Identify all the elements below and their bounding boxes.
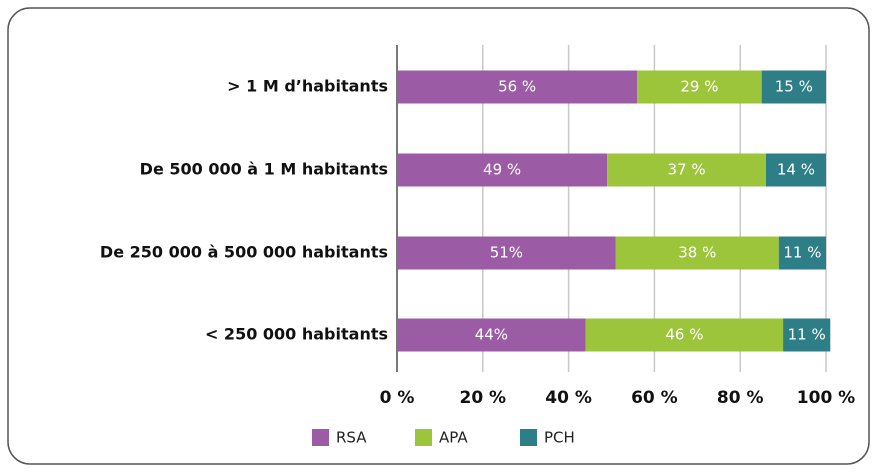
x-tick-label: 40 % — [545, 388, 592, 408]
legend-label: RSA — [336, 429, 367, 447]
value-label: 14 % — [777, 161, 815, 179]
bar-segment — [783, 318, 831, 352]
x-tick-label: 80 % — [717, 388, 764, 408]
value-label: 15 % — [775, 78, 813, 96]
x-tick-label: 0 % — [380, 388, 415, 408]
value-label: 51% — [490, 244, 523, 262]
bar-segment — [615, 236, 779, 270]
category-label: > 1 M d’habitants — [227, 77, 388, 96]
bar-segment — [761, 70, 826, 104]
legend-swatch — [415, 429, 432, 446]
bar-segment — [585, 318, 784, 352]
value-label: 44% — [475, 326, 508, 344]
category-label: De 250 000 à 500 000 habitants — [100, 243, 388, 262]
bar-segment — [778, 236, 826, 270]
value-label: 56 % — [498, 78, 536, 96]
legend-swatch — [520, 429, 537, 446]
bar-segment — [397, 70, 638, 104]
value-label: 46 % — [665, 326, 703, 344]
value-label: 37 % — [668, 161, 706, 179]
value-label: 29 % — [680, 78, 718, 96]
legend-label: PCH — [544, 429, 575, 447]
value-label: 11 % — [788, 326, 826, 344]
bar-segment — [397, 318, 586, 352]
x-tick-label: 20 % — [459, 388, 506, 408]
bar-segment — [765, 153, 826, 187]
legend-label: APA — [439, 429, 468, 447]
category-label: De 500 000 à 1 M habitants — [140, 160, 388, 179]
category-label: < 250 000 habitants — [205, 325, 388, 344]
bar-segment — [397, 236, 616, 270]
bar-segment — [637, 70, 762, 104]
legend-swatch — [312, 429, 329, 446]
x-tick-label: 60 % — [631, 388, 678, 408]
value-label: 38 % — [678, 244, 716, 262]
x-tick-label: 100 % — [797, 388, 855, 408]
value-label: 11 % — [783, 244, 821, 262]
bar-segment — [397, 153, 608, 187]
bar-segment — [607, 153, 766, 187]
value-label: 49 % — [483, 161, 521, 179]
